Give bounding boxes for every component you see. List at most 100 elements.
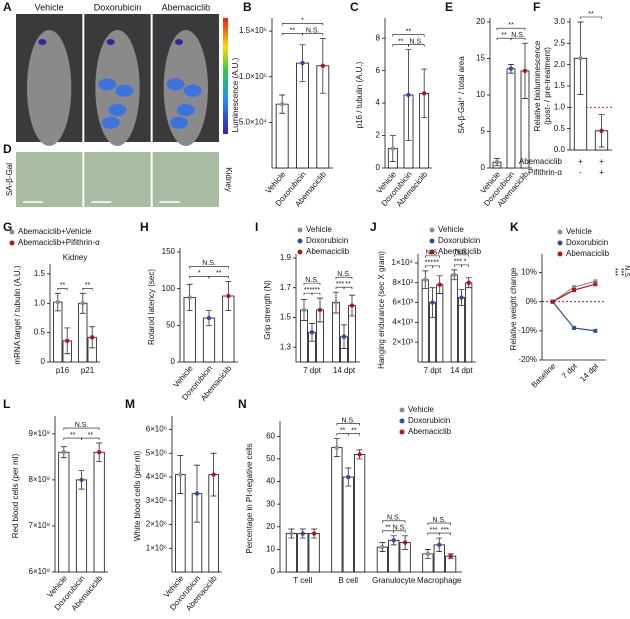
- mean-point: [391, 538, 396, 543]
- legend-marker: [399, 407, 405, 413]
- y-axis-label: (post- / pre-treatment): [543, 47, 552, 125]
- y-tick-label: 1.0: [554, 102, 566, 111]
- sig-bracket: [57, 287, 68, 291]
- bar: [506, 68, 516, 169]
- panel-letter: D: [3, 142, 12, 156]
- mean-point: [301, 307, 307, 313]
- y-tick-label: 9×10⁹: [29, 429, 50, 438]
- y-tick-label: -20%: [518, 355, 537, 364]
- sig-label: N.S.: [410, 38, 424, 45]
- legend-marker: [429, 227, 435, 233]
- panel-letter: M: [125, 397, 135, 411]
- sig-label: **: [85, 282, 91, 289]
- panel-letter: B: [243, 0, 252, 14]
- sig-label: **: [433, 260, 439, 267]
- sig-bracket: [189, 266, 229, 269]
- sig-label: **: [290, 27, 296, 34]
- panel-letter: F: [533, 0, 540, 14]
- sig-label: **: [345, 281, 351, 288]
- sig-bracket: [427, 522, 451, 526]
- side-label: Kidney: [224, 167, 233, 191]
- y-tick-label: 2×10³: [392, 337, 413, 346]
- y-axis-label: Relative weight change: [509, 267, 518, 350]
- sig-bracket: [343, 286, 353, 290]
- y-tick-label: 150: [162, 247, 176, 256]
- sig-label: N.S.: [387, 515, 401, 522]
- sig-label: **: [406, 28, 412, 35]
- legend-label: Doxorubicin: [408, 416, 450, 425]
- sig-bracket: [393, 530, 406, 533]
- bar: [421, 279, 429, 363]
- x-tick-label: 14 dpt: [450, 366, 473, 375]
- x-tick-label: 7 dpt: [424, 366, 443, 375]
- y-tick-label: 1.5: [280, 313, 292, 322]
- mean-point: [300, 531, 305, 536]
- mean-point: [300, 60, 305, 66]
- legend-label: Vehicle: [306, 225, 332, 234]
- y-tick-label: 0: [481, 163, 486, 172]
- y-tick-label: 1.9: [280, 253, 292, 262]
- mean-point: [333, 300, 339, 305]
- sig-bracket: [580, 16, 602, 19]
- y-tick-label: 6×10⁶: [146, 425, 167, 434]
- signal-blob: [115, 84, 134, 97]
- legend-marker: [297, 249, 303, 255]
- mean-point: [341, 334, 347, 339]
- mean-point: [211, 472, 216, 477]
- y-axis-label: p16 / tubulin (A.U.): [355, 61, 364, 128]
- mean-point: [522, 68, 528, 74]
- sig-bracket: [453, 254, 470, 257]
- mean-point: [311, 531, 317, 536]
- legend-marker: [399, 429, 405, 435]
- bar: [436, 284, 444, 363]
- y-tick-label: 1.0: [34, 298, 46, 307]
- x-tick-label: 14 dpt: [578, 361, 601, 384]
- mean-point: [317, 307, 323, 313]
- mean-point: [421, 91, 427, 96]
- y-tick-label: 4: [376, 98, 381, 107]
- mean-point: [357, 452, 362, 457]
- sig-label: **: [88, 432, 94, 439]
- sig-label: N.S.: [511, 32, 525, 39]
- color-scale: [223, 18, 228, 134]
- legend-label: Abemaciclib: [438, 247, 482, 256]
- condition-mark: +: [578, 157, 583, 166]
- legend-label: Vehicle: [566, 227, 592, 236]
- sig-label: N.S.: [432, 517, 446, 524]
- legend-label: Doxorubicin: [438, 236, 480, 245]
- y-tick-label: 1.5: [554, 81, 566, 90]
- condition-mark: +: [599, 168, 604, 177]
- legend-marker: [557, 229, 563, 235]
- sig-bracket: [302, 33, 324, 36]
- signal-blob: [183, 84, 202, 97]
- signal-spot: [38, 39, 47, 45]
- histology-image: [152, 152, 219, 207]
- mean-point: [380, 544, 385, 550]
- mean-point: [61, 450, 67, 455]
- y-tick-label: 7×10⁹: [29, 521, 50, 530]
- legend-label: Vehicle: [408, 405, 434, 414]
- y-tick-label: 3.0: [554, 17, 566, 26]
- sig-label: ***: [336, 281, 344, 288]
- y-tick-label: 0.5: [34, 328, 46, 337]
- mean-point: [80, 301, 86, 306]
- sig-label: N.S.: [305, 277, 319, 284]
- y-tick-label: 6: [376, 66, 381, 75]
- legend-label: Doxorubicin: [306, 236, 348, 245]
- point: [550, 299, 555, 304]
- sig-bracket: [281, 23, 324, 26]
- column-label: Abemaciclib: [162, 2, 211, 12]
- y-axis-label: Relative bioluminescence: [533, 40, 542, 131]
- sig-label: **: [216, 270, 222, 277]
- sig-bracket: [81, 437, 100, 441]
- y-tick-label: 50: [166, 320, 175, 329]
- y-tick-label: 6×10⁹: [29, 567, 50, 576]
- mean-point: [494, 159, 500, 165]
- mean-point: [448, 553, 453, 559]
- y-tick-label: 100: [162, 284, 176, 293]
- y-tick-label: 15: [476, 54, 485, 63]
- y-tick-label: 40: [266, 477, 275, 486]
- sig-label: N.S.: [341, 417, 355, 424]
- point: [593, 282, 598, 287]
- legend-marker: [9, 229, 15, 235]
